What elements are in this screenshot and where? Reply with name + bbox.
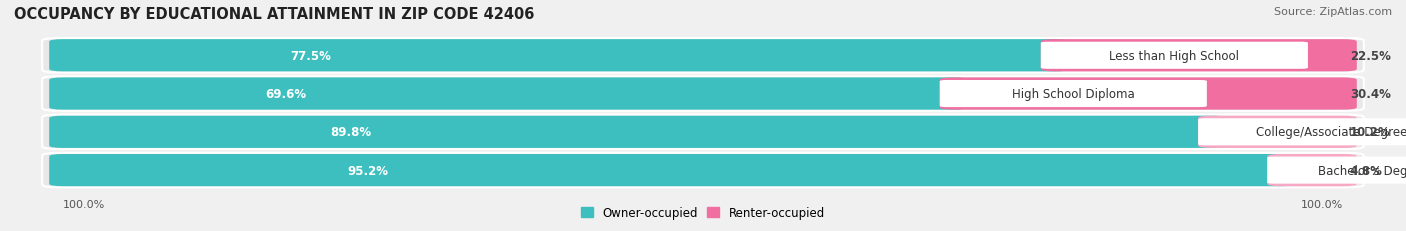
Text: 95.2%: 95.2% — [347, 164, 388, 177]
Text: Bachelor’s Degree or higher: Bachelor’s Degree or higher — [1317, 164, 1406, 177]
Legend: Owner-occupied, Renter-occupied: Owner-occupied, Renter-occupied — [578, 203, 828, 223]
Text: 100.0%: 100.0% — [63, 199, 105, 209]
Text: High School Diploma: High School Diploma — [1012, 88, 1135, 101]
Text: 10.2%: 10.2% — [1350, 126, 1391, 139]
Text: Source: ZipAtlas.com: Source: ZipAtlas.com — [1274, 7, 1392, 17]
Text: 30.4%: 30.4% — [1350, 88, 1391, 101]
Text: 100.0%: 100.0% — [1301, 199, 1343, 209]
Text: Less than High School: Less than High School — [1109, 49, 1239, 63]
Text: 4.8%: 4.8% — [1350, 164, 1382, 177]
Text: College/Associate Degree: College/Associate Degree — [1256, 126, 1406, 139]
Text: 22.5%: 22.5% — [1350, 49, 1391, 63]
Text: OCCUPANCY BY EDUCATIONAL ATTAINMENT IN ZIP CODE 42406: OCCUPANCY BY EDUCATIONAL ATTAINMENT IN Z… — [14, 7, 534, 22]
Text: 89.8%: 89.8% — [330, 126, 371, 139]
Text: 69.6%: 69.6% — [266, 88, 307, 101]
Text: 77.5%: 77.5% — [291, 49, 332, 63]
